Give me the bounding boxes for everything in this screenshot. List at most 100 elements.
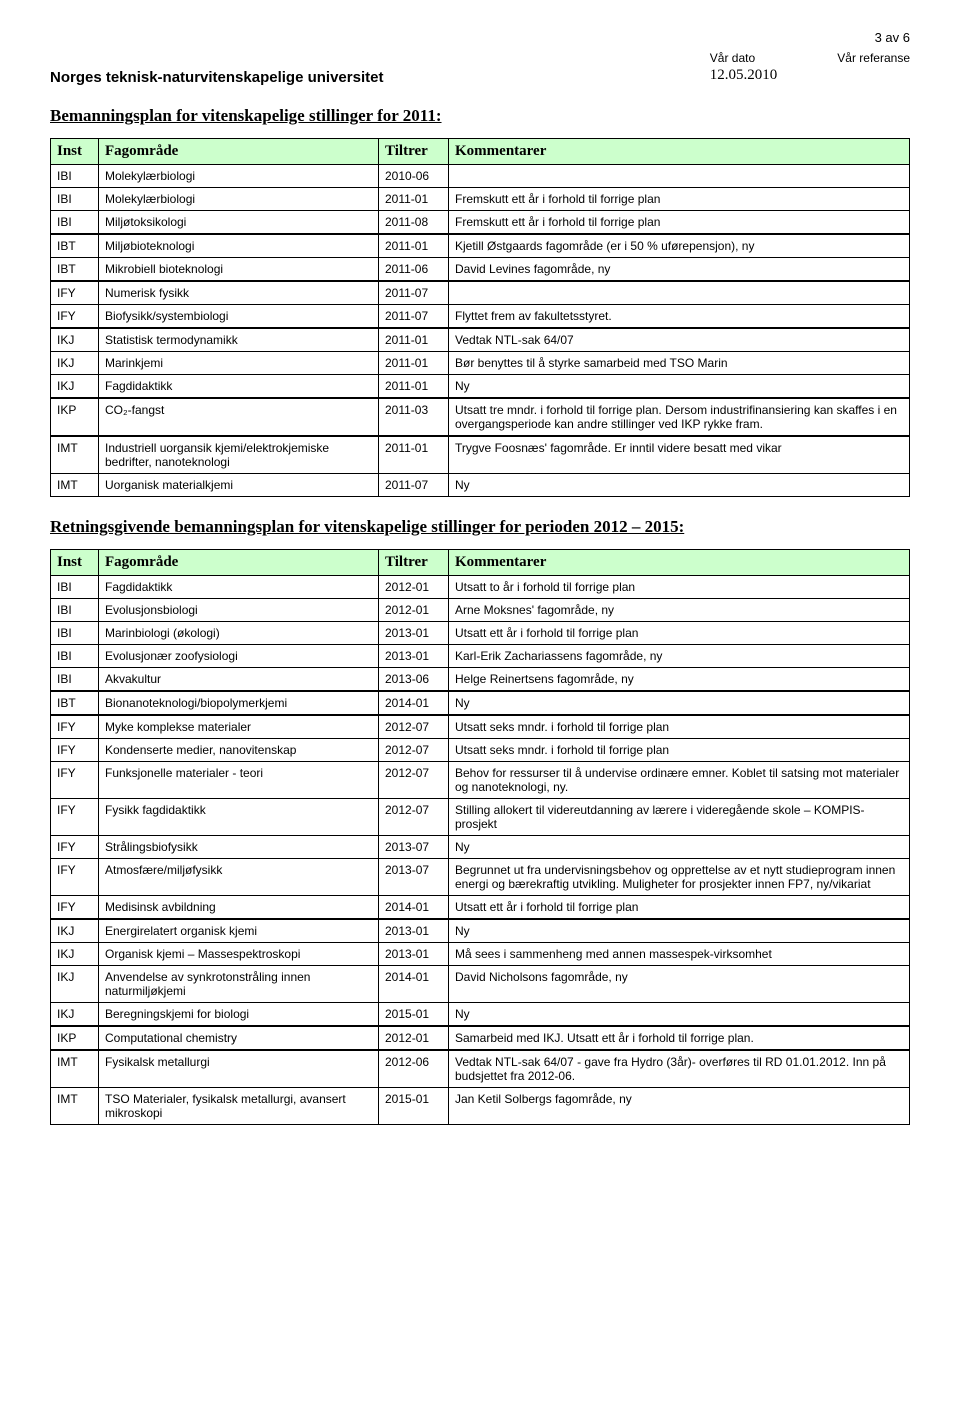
- cell-komm: Utsatt tre mndr. i forhold til forrige p…: [449, 398, 910, 436]
- table-row: IFYBiofysikk/systembiologi2011-07Flyttet…: [51, 305, 910, 329]
- cell-tiltrer: 2013-01: [379, 919, 449, 943]
- cell-tiltrer: 2015-01: [379, 1003, 449, 1027]
- table-row: IFYStrålingsbiofysikk2013-07Ny: [51, 836, 910, 859]
- cell-inst: IKJ: [51, 919, 99, 943]
- table-row: IBTBionanoteknologi/biopolymerkjemi2014-…: [51, 691, 910, 715]
- cell-inst: IKJ: [51, 328, 99, 352]
- cell-fag: Energirelatert organisk kjemi: [99, 919, 379, 943]
- cell-fag: Industriell uorgansik kjemi/elektrokjemi…: [99, 436, 379, 474]
- cell-tiltrer: 2012-07: [379, 739, 449, 762]
- cell-fag: Statistisk termodynamikk: [99, 328, 379, 352]
- cell-tiltrer: 2013-07: [379, 836, 449, 859]
- cell-tiltrer: 2011-01: [379, 352, 449, 375]
- cell-komm: Utsatt to år i forhold til forrige plan: [449, 576, 910, 599]
- cell-inst: IBI: [51, 576, 99, 599]
- cell-komm: Utsatt ett år i forhold til forrige plan: [449, 622, 910, 645]
- document-header: Norges teknisk-naturvitenskapelige unive…: [50, 51, 910, 86]
- cell-inst: IFY: [51, 762, 99, 799]
- cell-tiltrer: 2014-01: [379, 966, 449, 1003]
- cell-tiltrer: 2013-06: [379, 668, 449, 692]
- cell-komm: Må sees i sammenheng med annen massespek…: [449, 943, 910, 966]
- cell-komm: David Levines fagområde, ny: [449, 258, 910, 282]
- cell-komm: David Nicholsons fagområde, ny: [449, 966, 910, 1003]
- section1-title: Bemanningsplan for vitenskapelige stilli…: [50, 106, 910, 126]
- cell-tiltrer: 2012-06: [379, 1050, 449, 1088]
- col-kommentarer: Kommentarer: [449, 550, 910, 576]
- cell-tiltrer: 2015-01: [379, 1088, 449, 1125]
- ref-column: Vår referanse: [837, 51, 910, 84]
- table-row: IBIMolekylærbiologi2010-06: [51, 165, 910, 188]
- cell-tiltrer: 2011-01: [379, 328, 449, 352]
- cell-inst: IFY: [51, 281, 99, 305]
- cell-tiltrer: 2011-01: [379, 234, 449, 258]
- col-kommentarer: Kommentarer: [449, 139, 910, 165]
- table-row: IBIMiljøtoksikologi2011-08Fremskutt ett …: [51, 211, 910, 235]
- cell-fag: Fagdidaktikk: [99, 576, 379, 599]
- table-row: IFYMyke komplekse materialer2012-07Utsat…: [51, 715, 910, 739]
- table-2012-2015: Inst Fagområde Tiltrer Kommentarer IBIFa…: [50, 549, 910, 1125]
- cell-komm: Samarbeid med IKJ. Utsatt ett år i forho…: [449, 1026, 910, 1050]
- cell-inst: IKP: [51, 1026, 99, 1050]
- cell-inst: IBT: [51, 234, 99, 258]
- table-row: IBIEvolusjonær zoofysiologi2013-01Karl-E…: [51, 645, 910, 668]
- cell-inst: IBI: [51, 211, 99, 235]
- date-value: 12.05.2010: [710, 67, 778, 84]
- table-row: IMTUorganisk materialkjemi2011-07Ny: [51, 474, 910, 497]
- cell-fag: Akvakultur: [99, 668, 379, 692]
- cell-fag: Molekylærbiologi: [99, 188, 379, 211]
- cell-fag: Medisinsk avbildning: [99, 896, 379, 920]
- table-row: IKJEnergirelatert organisk kjemi2013-01N…: [51, 919, 910, 943]
- table-row: IMTFysikalsk metallurgi2012-06Vedtak NTL…: [51, 1050, 910, 1088]
- table-row: IKJStatistisk termodynamikk2011-01Vedtak…: [51, 328, 910, 352]
- cell-fag: Computational chemistry: [99, 1026, 379, 1050]
- cell-komm: Fremskutt ett år i forhold til forrige p…: [449, 188, 910, 211]
- cell-tiltrer: 2013-07: [379, 859, 449, 896]
- cell-komm: Helge Reinertsens fagområde, ny: [449, 668, 910, 692]
- cell-inst: IFY: [51, 305, 99, 329]
- cell-fag: Strålingsbiofysikk: [99, 836, 379, 859]
- table-row: IBTMiljøbioteknologi2011-01Kjetill Østga…: [51, 234, 910, 258]
- org-name: Norges teknisk-naturvitenskapelige unive…: [50, 51, 383, 86]
- table-row: IFYNumerisk fysikk2011-07: [51, 281, 910, 305]
- cell-inst: IFY: [51, 896, 99, 920]
- cell-fag: TSO Materialer, fysikalsk metallurgi, av…: [99, 1088, 379, 1125]
- table-row: IFYAtmosfære/miljøfysikk2013-07Begrunnet…: [51, 859, 910, 896]
- cell-komm: Utsatt seks mndr. i forhold til forrige …: [449, 739, 910, 762]
- cell-inst: IBI: [51, 622, 99, 645]
- cell-komm: Trygve Foosnæs' fagområde. Er inntil vid…: [449, 436, 910, 474]
- cell-inst: IMT: [51, 1050, 99, 1088]
- cell-inst: IFY: [51, 739, 99, 762]
- cell-fag: Funksjonelle materialer - teori: [99, 762, 379, 799]
- cell-tiltrer: 2011-01: [379, 188, 449, 211]
- cell-fag: Miljøtoksikologi: [99, 211, 379, 235]
- cell-komm: Ny: [449, 474, 910, 497]
- table-row: IMTTSO Materialer, fysikalsk metallurgi,…: [51, 1088, 910, 1125]
- cell-fag: Marinbiologi (økologi): [99, 622, 379, 645]
- cell-tiltrer: 2011-01: [379, 375, 449, 399]
- cell-fag: Bionanoteknologi/biopolymerkjemi: [99, 691, 379, 715]
- cell-fag: Beregningskjemi for biologi: [99, 1003, 379, 1027]
- ref-label: Vår referanse: [837, 51, 910, 65]
- cell-inst: IBI: [51, 599, 99, 622]
- table-row: IBTMikrobiell bioteknologi2011-06David L…: [51, 258, 910, 282]
- cell-inst: IKJ: [51, 966, 99, 1003]
- header-meta: Vår dato 12.05.2010 Vår referanse: [710, 51, 910, 84]
- cell-inst: IBI: [51, 165, 99, 188]
- table-2011: Inst Fagområde Tiltrer Kommentarer IBIMo…: [50, 138, 910, 497]
- cell-komm: Karl-Erik Zachariassens fagområde, ny: [449, 645, 910, 668]
- cell-tiltrer: 2011-06: [379, 258, 449, 282]
- cell-inst: IBI: [51, 668, 99, 692]
- cell-fag: Mikrobiell bioteknologi: [99, 258, 379, 282]
- cell-komm: Behov for ressurser til å undervise ordi…: [449, 762, 910, 799]
- cell-inst: IKJ: [51, 352, 99, 375]
- cell-tiltrer: 2012-07: [379, 762, 449, 799]
- col-inst: Inst: [51, 550, 99, 576]
- cell-tiltrer: 2012-01: [379, 1026, 449, 1050]
- cell-komm: Vedtak NTL-sak 64/07: [449, 328, 910, 352]
- cell-tiltrer: 2013-01: [379, 622, 449, 645]
- cell-inst: IMT: [51, 436, 99, 474]
- cell-fag: Fysikk fagdidaktikk: [99, 799, 379, 836]
- cell-inst: IMT: [51, 1088, 99, 1125]
- table-header-row: Inst Fagområde Tiltrer Kommentarer: [51, 550, 910, 576]
- cell-inst: IKJ: [51, 943, 99, 966]
